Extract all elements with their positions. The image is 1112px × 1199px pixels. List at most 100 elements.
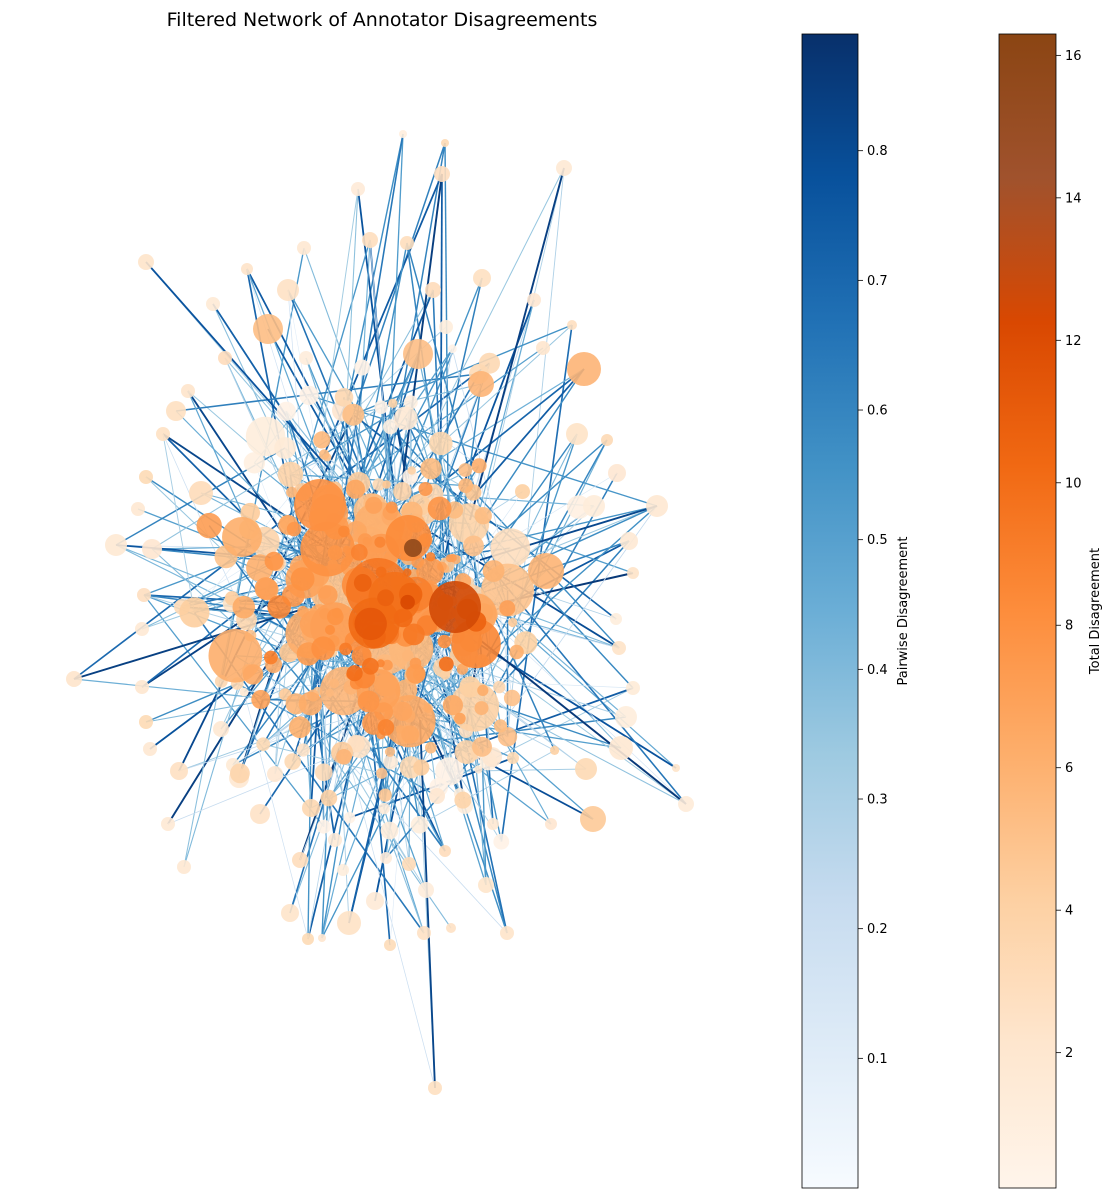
network-node <box>277 279 299 301</box>
network-node <box>478 877 494 893</box>
network-edge <box>419 719 436 1089</box>
network-node <box>528 553 564 589</box>
network-node <box>393 482 412 501</box>
network-node <box>407 466 416 475</box>
network-node <box>276 401 296 421</box>
network-node <box>463 535 484 557</box>
network-node <box>418 482 433 496</box>
network-edge <box>162 433 195 613</box>
network-node <box>383 754 399 770</box>
network-node <box>284 753 302 770</box>
network-node <box>378 802 390 815</box>
network-node <box>439 320 453 334</box>
network-node <box>428 1081 442 1095</box>
network-node <box>427 496 452 521</box>
network-node <box>66 671 82 687</box>
pairwise-tick-label: 0.2 <box>867 922 888 937</box>
network-node <box>328 833 342 847</box>
pairwise-tick-label: 0.5 <box>867 533 888 548</box>
network-node <box>196 512 222 539</box>
network-node <box>527 293 541 307</box>
network-node <box>311 636 336 661</box>
network-node <box>458 478 474 494</box>
pairwise-tick-label: 0.3 <box>867 793 888 808</box>
network-node <box>392 701 413 721</box>
network-node <box>566 423 588 445</box>
network-node <box>456 663 468 675</box>
total-colorbar: 2 4 6 8 10 12 14 16 Total Disagreement <box>998 33 1103 1189</box>
network-node <box>429 431 453 456</box>
network-node <box>161 817 175 831</box>
network-node <box>156 427 170 441</box>
network-node <box>325 624 335 635</box>
network-node <box>393 608 413 628</box>
network-node <box>383 419 398 435</box>
network-node <box>362 657 379 675</box>
network-node <box>357 690 380 713</box>
pairwise-tick-label: 0.4 <box>867 663 888 678</box>
network-node <box>281 904 299 922</box>
network-node <box>135 680 149 694</box>
network-node <box>404 539 422 557</box>
network-node <box>567 352 601 386</box>
network-node <box>429 788 445 804</box>
network-edge <box>481 746 487 886</box>
network-node <box>267 766 283 782</box>
network-node <box>342 403 365 426</box>
network-node <box>170 762 188 780</box>
network-node <box>418 882 434 898</box>
network-node <box>313 431 331 449</box>
network-node <box>142 539 162 559</box>
network-edge <box>395 530 687 805</box>
network-node <box>454 712 466 725</box>
network-edge <box>143 594 325 828</box>
network-edge <box>243 691 309 940</box>
network-node <box>138 254 154 270</box>
network-edge <box>175 373 480 412</box>
network-node <box>500 926 514 940</box>
network-node <box>250 804 270 824</box>
pairwise-colorbar-scale <box>801 33 859 1189</box>
network-node <box>439 669 451 680</box>
network-node <box>351 182 365 196</box>
network-node <box>508 617 518 628</box>
network-edge <box>307 632 314 940</box>
network-node <box>239 687 249 697</box>
network-node <box>243 452 266 474</box>
network-node <box>362 537 371 546</box>
network-node <box>374 400 389 415</box>
network-node <box>242 664 264 685</box>
network-edge <box>427 505 658 709</box>
network-node <box>380 821 399 840</box>
network-node <box>343 812 356 824</box>
network-node <box>353 574 372 592</box>
network-node <box>409 657 422 670</box>
network-edge <box>410 687 634 769</box>
network-node <box>490 528 531 568</box>
total-tick-label: 6 <box>1065 761 1073 776</box>
network-node <box>420 458 442 480</box>
network-node <box>385 501 398 514</box>
network-node <box>131 502 145 516</box>
network-node <box>507 752 519 764</box>
network-node <box>277 461 304 488</box>
network-edge <box>183 528 250 868</box>
network-node <box>509 644 524 660</box>
network-edge <box>73 609 301 680</box>
network-node <box>441 139 449 147</box>
network-node <box>375 566 387 578</box>
network-node <box>393 406 418 431</box>
network-node <box>678 796 694 812</box>
network-node <box>302 933 314 945</box>
network-node <box>403 339 433 369</box>
network-node <box>318 934 326 942</box>
network-node <box>426 552 436 562</box>
network-node <box>567 320 577 330</box>
network-node <box>296 743 310 757</box>
pairwise-tick-label: 0.8 <box>867 144 888 159</box>
network-node <box>356 524 367 535</box>
network-node <box>493 719 508 733</box>
network-edge <box>469 368 585 501</box>
network-node <box>608 464 626 482</box>
network-node <box>139 470 153 484</box>
